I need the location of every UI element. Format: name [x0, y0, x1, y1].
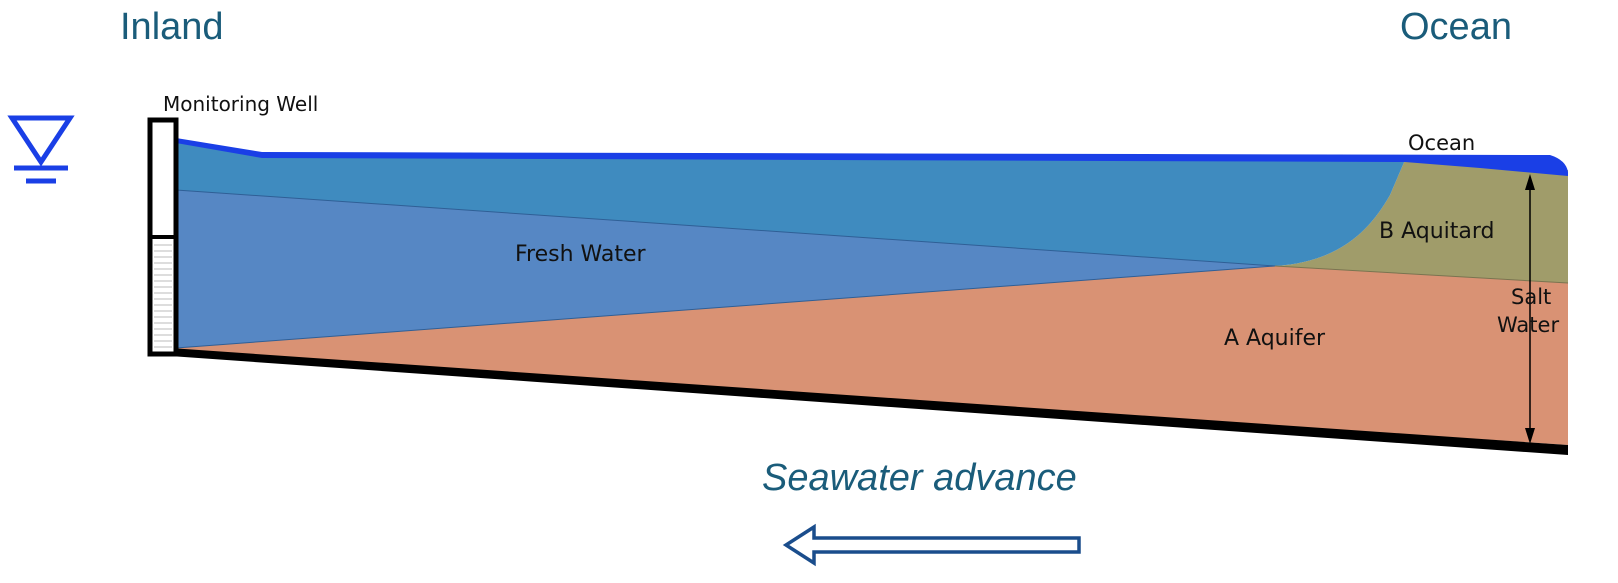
salt-water-dimension-arrow: [1525, 174, 1535, 444]
ocean-heading-label: Ocean: [1400, 6, 1512, 48]
ocean-water-label: Ocean: [1408, 131, 1475, 155]
water-label: Water: [1497, 313, 1559, 337]
seawater-advance-caption: Seawater advance: [762, 457, 1077, 499]
lower-fresh-water-layer: [176, 190, 1275, 348]
aquifer-base: [170, 348, 1568, 455]
salt-label: Salt: [1511, 285, 1551, 309]
monitoring-well-label: Monitoring Well: [163, 92, 318, 116]
fresh-water-label: Fresh Water: [515, 242, 647, 267]
well-screen: [154, 244, 172, 348]
a-aquifer-layer: [176, 266, 1568, 445]
b-aquitard-label: B Aquitard: [1379, 219, 1495, 244]
fresh-water-boundary-line: [175, 189, 1276, 267]
inland-label: Inland: [120, 6, 224, 48]
ocean-water-body: [176, 138, 1568, 176]
monitoring-well: [147, 117, 179, 357]
seawater-advance-arrow: [782, 523, 1081, 567]
aquifer-top-boundary-line: [175, 265, 1276, 349]
aquitard-base-line: [1274, 265, 1569, 284]
a-aquifer-label: A Aquifer: [1224, 326, 1326, 351]
water-table-triangle-icon: [7, 115, 75, 184]
b-aquitard-layer: [1275, 160, 1568, 283]
upper-fresh-water-layer: [176, 140, 1405, 266]
